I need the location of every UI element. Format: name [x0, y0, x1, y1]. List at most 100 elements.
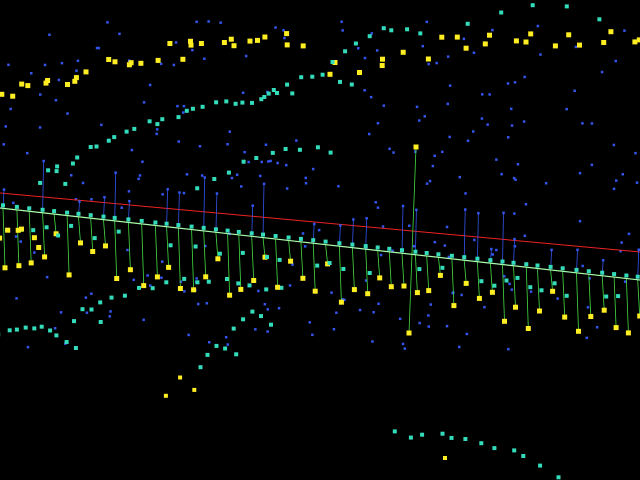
blue-dot: [45, 275, 49, 279]
cyan-point: [182, 276, 187, 281]
blue-dot: [159, 62, 163, 66]
drop-line: [166, 226, 169, 268]
yellow-point: [177, 286, 183, 291]
blue-dot: [4, 125, 7, 128]
cyan-point: [338, 79, 342, 84]
blue-dot: [581, 122, 584, 125]
cyan-point: [193, 244, 198, 249]
cyan-point: [479, 279, 484, 284]
blue-dot: [614, 59, 617, 63]
rise-line: [477, 213, 479, 262]
cyan-point: [190, 106, 195, 111]
blue-dot: [619, 249, 622, 253]
cyan-point: [132, 126, 137, 131]
blue-dot: [550, 248, 553, 252]
yellow-point: [451, 303, 457, 309]
yellow-point: [15, 227, 21, 233]
blue-dot: [612, 143, 616, 147]
cyan-point: [389, 28, 394, 33]
blue-dot: [612, 187, 616, 191]
blue-dot: [138, 174, 142, 177]
blue-dot: [84, 296, 88, 299]
cyan-point: [89, 307, 94, 312]
cyan-point: [176, 115, 181, 120]
blue-dot: [285, 163, 288, 167]
cyan-point: [54, 333, 59, 338]
cyan-point: [225, 228, 230, 233]
blue-dot: [182, 104, 186, 108]
blue-dot: [377, 302, 380, 305]
cyan-point: [109, 295, 114, 300]
cyan-point: [69, 223, 74, 228]
yellow-point: [83, 69, 89, 75]
drop-line: [227, 233, 230, 296]
drop-line: [203, 230, 207, 277]
green-ground-line: [0, 207, 640, 281]
yellow-point: [312, 288, 318, 294]
blue-dot: [313, 222, 316, 226]
cyan-point: [98, 300, 103, 305]
yellow-point: [227, 292, 233, 298]
cyan-point: [465, 21, 470, 26]
blue-dot: [381, 225, 385, 228]
drop-line: [451, 258, 455, 306]
yellow-point: [463, 280, 469, 286]
blue-dot: [282, 29, 285, 32]
drop-line: [178, 228, 181, 289]
drop-line: [262, 237, 266, 258]
blue-dot: [510, 107, 513, 111]
blue-dot: [266, 308, 269, 311]
drop-line: [576, 272, 579, 332]
blue-dot: [512, 176, 516, 180]
yellow-point: [90, 249, 96, 254]
yellow-point: [262, 34, 268, 40]
blue-dot: [177, 140, 180, 143]
blue-dot: [503, 275, 506, 278]
blue-dot: [465, 332, 469, 336]
rise-line: [502, 212, 504, 265]
cyan-point: [463, 437, 468, 441]
drop-line: [408, 146, 417, 334]
cyan-point: [392, 429, 397, 434]
blue-dot: [207, 20, 210, 23]
cyan-point: [80, 307, 85, 312]
blue-dot: [267, 160, 270, 163]
blue-dot: [523, 234, 527, 237]
blue-dot: [303, 245, 307, 248]
blue-dot: [205, 302, 209, 305]
cyan-point: [226, 170, 231, 175]
cyan-point: [122, 293, 127, 298]
yellow-point: [502, 318, 507, 324]
blue-dot: [137, 177, 140, 181]
cyan-point: [367, 271, 372, 275]
blue-dot: [332, 328, 336, 331]
cyan-point: [262, 95, 267, 99]
blue-dot: [155, 128, 159, 131]
yellow-point: [25, 83, 31, 89]
cyan-point: [73, 346, 78, 350]
cyan-point: [98, 320, 103, 324]
cyan-point: [106, 138, 111, 143]
yellow-point: [203, 274, 209, 280]
yellow-point: [180, 56, 186, 62]
cyan-point: [223, 346, 228, 351]
blue-dot: [623, 29, 626, 32]
blue-dot: [369, 95, 373, 99]
blue-dot: [2, 188, 6, 191]
blue-dot: [490, 247, 493, 251]
blue-dot: [536, 24, 540, 28]
cyan-point: [184, 108, 189, 113]
blue-dot: [447, 255, 451, 259]
blue-dot: [57, 78, 61, 82]
yellow-point: [42, 254, 48, 260]
blue-dot: [230, 176, 234, 180]
yellow-point: [251, 278, 257, 283]
yellow-point: [163, 393, 168, 398]
cyan-point: [38, 180, 43, 185]
blue-dot: [573, 89, 576, 92]
cyan-point: [436, 252, 441, 257]
drop-line: [28, 211, 32, 263]
blue-dot: [311, 167, 315, 171]
drop-line: [114, 220, 118, 279]
cyan-point: [54, 169, 59, 174]
